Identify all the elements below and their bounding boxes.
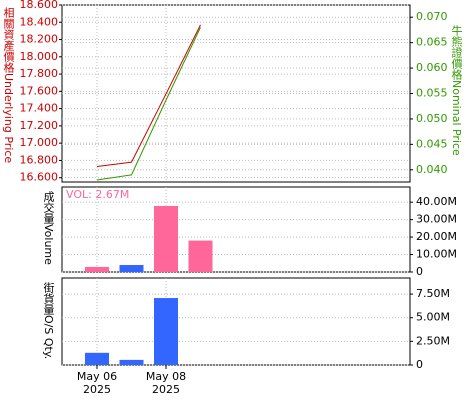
y-tick-label: 16.800 <box>20 153 59 166</box>
y-tick-label: 17.400 <box>20 102 59 115</box>
y2-tick-label: 0.040 <box>416 163 448 176</box>
bar <box>119 359 144 365</box>
y-tick-label: 17.200 <box>20 119 59 132</box>
y2-tick-label: 2.50M <box>416 334 450 347</box>
y-tick-label: 17.600 <box>20 84 59 97</box>
y2-tick-label: 0.070 <box>416 10 448 23</box>
y2-tick-label: 0 <box>416 358 423 371</box>
y-axis-label: 成交量Volume <box>42 191 55 265</box>
plot-area <box>61 277 411 366</box>
annotation: VOL: 2.67M <box>66 188 129 201</box>
bar <box>154 206 178 272</box>
bar <box>85 352 109 365</box>
line-series <box>96 24 201 167</box>
y2-tick-label: 40.00M <box>416 195 457 208</box>
y-axis-label: 街貨量O/S Qty. <box>42 281 55 360</box>
y-tick-label: 18.600 <box>20 0 59 11</box>
y-tick-label: 17.800 <box>20 67 59 80</box>
x-tick-label: May 06 <box>77 370 117 383</box>
y2-tick-label: 10.00M <box>416 248 457 261</box>
y-axis-label: 相關資產價格Underlying Price <box>2 7 15 164</box>
y2-tick-label: 0.045 <box>416 137 448 150</box>
y2-tick-label: 20.00M <box>416 230 457 243</box>
bar <box>188 240 213 272</box>
y-tick-label: 18.400 <box>20 15 59 28</box>
plot-area <box>61 186 411 273</box>
x-tick-label: May 08 <box>146 370 186 383</box>
y2-tick-label: 0.055 <box>416 87 448 100</box>
bar <box>85 266 109 272</box>
line-series <box>96 27 201 181</box>
y2-tick-label: 30.00M <box>416 213 457 226</box>
x-tick-year: 2025 <box>83 383 111 396</box>
y-tick-label: 18.200 <box>20 33 59 46</box>
y2-tick-label: 0.065 <box>416 36 448 49</box>
y-tick-label: 17.000 <box>20 136 59 149</box>
bar <box>119 265 144 272</box>
y2-tick-label: 5.00M <box>416 311 450 324</box>
y-tick-label: 16.600 <box>20 171 59 184</box>
y2-tick-label: 0 <box>416 265 423 278</box>
bar <box>154 298 178 365</box>
y2-tick-label: 7.50M <box>416 287 450 300</box>
y2-tick-label: 0.060 <box>416 61 448 74</box>
y-tick-label: 18.000 <box>20 50 59 63</box>
x-tick-year: 2025 <box>152 383 180 396</box>
y2-tick-label: 0.050 <box>416 112 448 125</box>
y2-axis-label: 牛熊證價格Nominal Price <box>450 24 463 156</box>
